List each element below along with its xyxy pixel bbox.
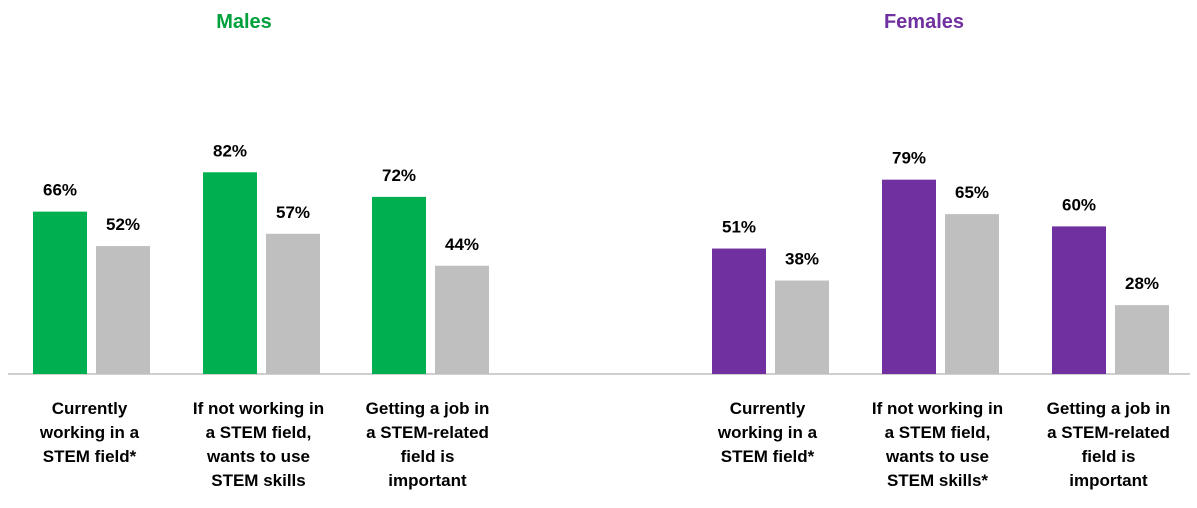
males-value-label-primary-3: 72% (382, 166, 416, 185)
females-value-label-primary-2: 79% (892, 149, 926, 168)
males-value-label-comparison-2: 57% (276, 203, 310, 222)
males-chart-title: Males (216, 11, 272, 33)
females-category-label-3: Getting a job in a STEM-related field is im… (1047, 399, 1171, 490)
females-bar-primary-2 (882, 179, 936, 374)
males-bar-comparison-1 (96, 246, 150, 374)
males-bar-primary-3 (372, 196, 426, 374)
females-value-label-comparison-3: 28% (1125, 274, 1159, 293)
males-value-label-primary-1: 66% (43, 181, 77, 200)
males-bar-comparison-3 (435, 265, 489, 374)
females-value-label-primary-3: 60% (1062, 195, 1096, 214)
chart-marks: 66% 52% Currently working in a STEM field* 82… (33, 141, 1170, 490)
females-bar-comparison-2 (945, 214, 999, 374)
females-chart-title: Females (884, 11, 964, 33)
females-value-label-comparison-2: 65% (955, 183, 989, 202)
males-value-label-primary-2: 82% (213, 141, 247, 160)
females-bar-comparison-1 (775, 280, 829, 374)
males-value-label-comparison-3: 44% (445, 235, 479, 254)
males-value-label-comparison-1: 52% (106, 215, 140, 234)
males-bar-primary-2 (203, 172, 257, 374)
females-bar-primary-1 (712, 248, 766, 374)
males-bar-comparison-2 (266, 233, 320, 374)
males-category-label-3: Getting a job in a STEM-related field is im… (366, 399, 490, 490)
females-category-label-1: Currently working in a STEM field* (717, 399, 818, 466)
females-value-label-primary-1: 51% (722, 218, 756, 237)
females-bar-comparison-3 (1115, 305, 1169, 374)
males-category-label-2: If not working in a STEM field, wants to u… (193, 399, 324, 490)
females-value-label-comparison-1: 38% (785, 250, 819, 269)
females-category-label-2: If not working in a STEM field, wants to u… (872, 399, 1003, 490)
females-bar-primary-3 (1052, 226, 1106, 374)
males-category-label-1: Currently working in a STEM field* (39, 399, 140, 466)
males-bar-primary-1 (33, 211, 87, 374)
